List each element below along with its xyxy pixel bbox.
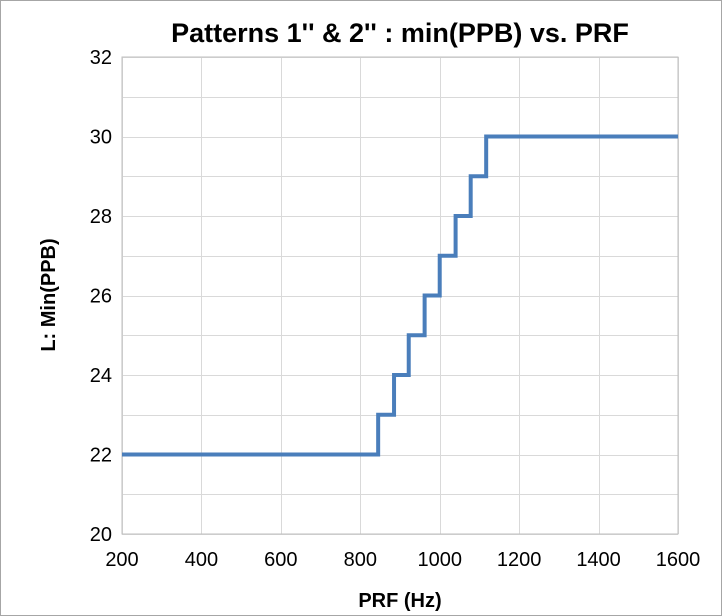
x-tick-label: 1000 (417, 549, 462, 571)
y-axis-label: L: Min(PPB) (38, 238, 60, 351)
x-tick-label: 1200 (497, 549, 542, 571)
x-tick-label: 200 (105, 549, 138, 571)
x-tick-label: 400 (185, 549, 218, 571)
y-tick-label: 32 (90, 47, 112, 69)
y-tick-label: 24 (90, 365, 112, 387)
y-tick-label: 20 (90, 524, 112, 546)
x-axis-label: PRF (Hz) (358, 590, 441, 612)
x-tick-label: 1400 (576, 549, 621, 571)
chart-title: Patterns 1'' & 2'' : min(PPB) vs. PRF (171, 18, 629, 48)
y-tick-label: 26 (90, 286, 112, 308)
x-tick-label: 800 (344, 549, 377, 571)
series-line (122, 134, 678, 457)
y-tick-label: 22 (90, 445, 112, 467)
x-tick-label: 600 (264, 549, 297, 571)
y-tick-label: 30 (90, 127, 112, 149)
y-tick-label: 28 (90, 206, 112, 228)
series-layer (122, 134, 678, 457)
x-tick-label: 1600 (656, 549, 701, 571)
tick-labels: 200 400 600 800 1000 1200 1400 1600 20 22 24 26 28 30… (90, 47, 701, 571)
plot-area (121, 56, 679, 535)
